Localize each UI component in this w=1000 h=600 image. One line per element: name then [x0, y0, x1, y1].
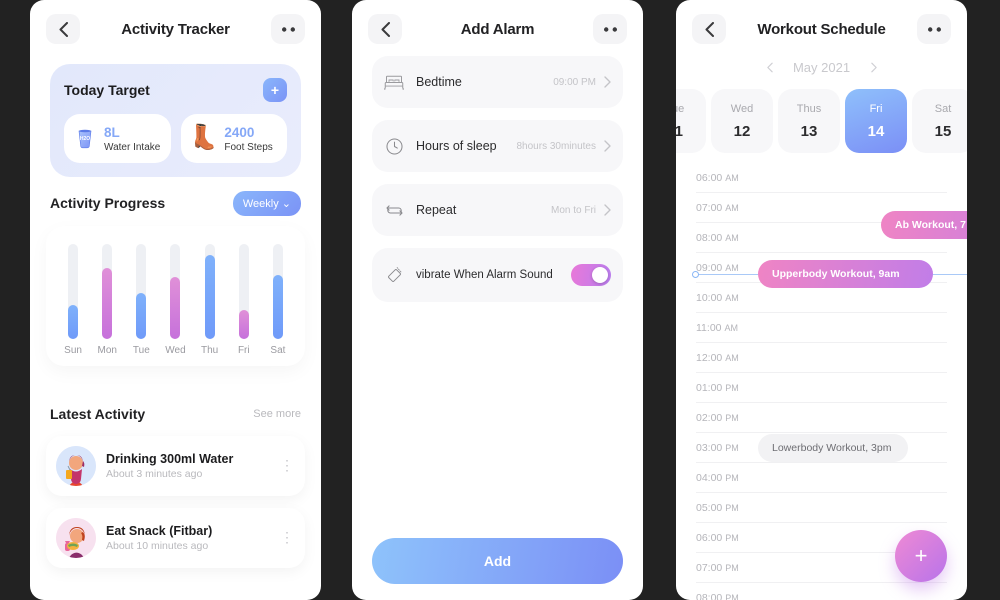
svg-text:H2O: H2O — [80, 136, 90, 142]
